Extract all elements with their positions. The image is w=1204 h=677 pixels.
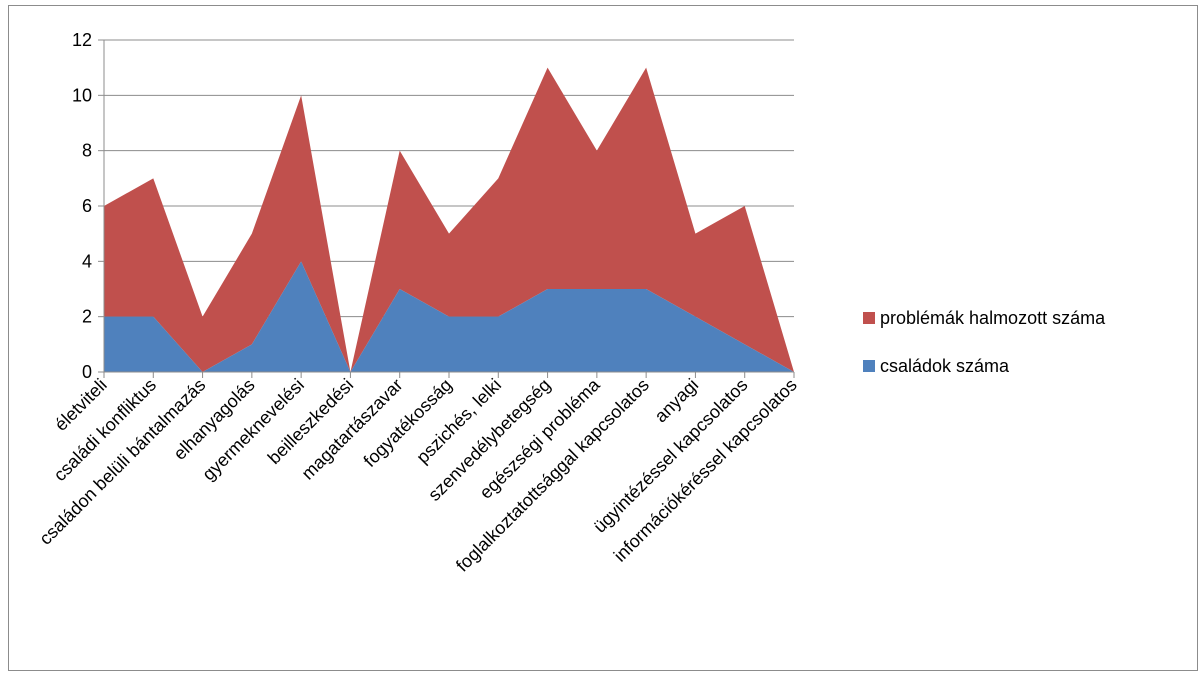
- chart-frame: 0 2 4 6 8 10 12 életviteli családi konfliktus cs…: [8, 5, 1198, 671]
- axes: [98, 39, 795, 378]
- legend: problémák halmozott száma családok száma: [863, 308, 1106, 376]
- y-tick-label: 0: [82, 362, 92, 382]
- legend-label: családok száma: [880, 356, 1010, 376]
- y-tick-label: 12: [72, 30, 92, 50]
- y-tick-label: 4: [82, 251, 92, 271]
- area-series: [104, 67, 794, 372]
- area-series-csal-dok-sz-ma: [104, 261, 794, 372]
- x-tick-label: pszichés, lelki: [412, 375, 505, 468]
- legend-label: problémák halmozott száma: [880, 308, 1106, 328]
- area-series-probl-m-k-halmozott-sz-ma: [104, 67, 794, 372]
- y-tick-label: 6: [82, 196, 92, 216]
- legend-swatch: [863, 312, 875, 324]
- legend-swatch: [863, 360, 875, 372]
- x-tick-label: beilleszkedési: [264, 375, 357, 468]
- x-tick-label: fogyatékosság: [360, 375, 456, 471]
- y-tick-labels: 0 2 4 6 8 10 12: [72, 30, 92, 382]
- y-tick-label: 10: [72, 85, 92, 105]
- x-tick-label: információkéréssel kapcsolatos: [610, 375, 801, 566]
- y-tick-label: 8: [82, 141, 92, 161]
- y-tick-label: 2: [82, 307, 92, 327]
